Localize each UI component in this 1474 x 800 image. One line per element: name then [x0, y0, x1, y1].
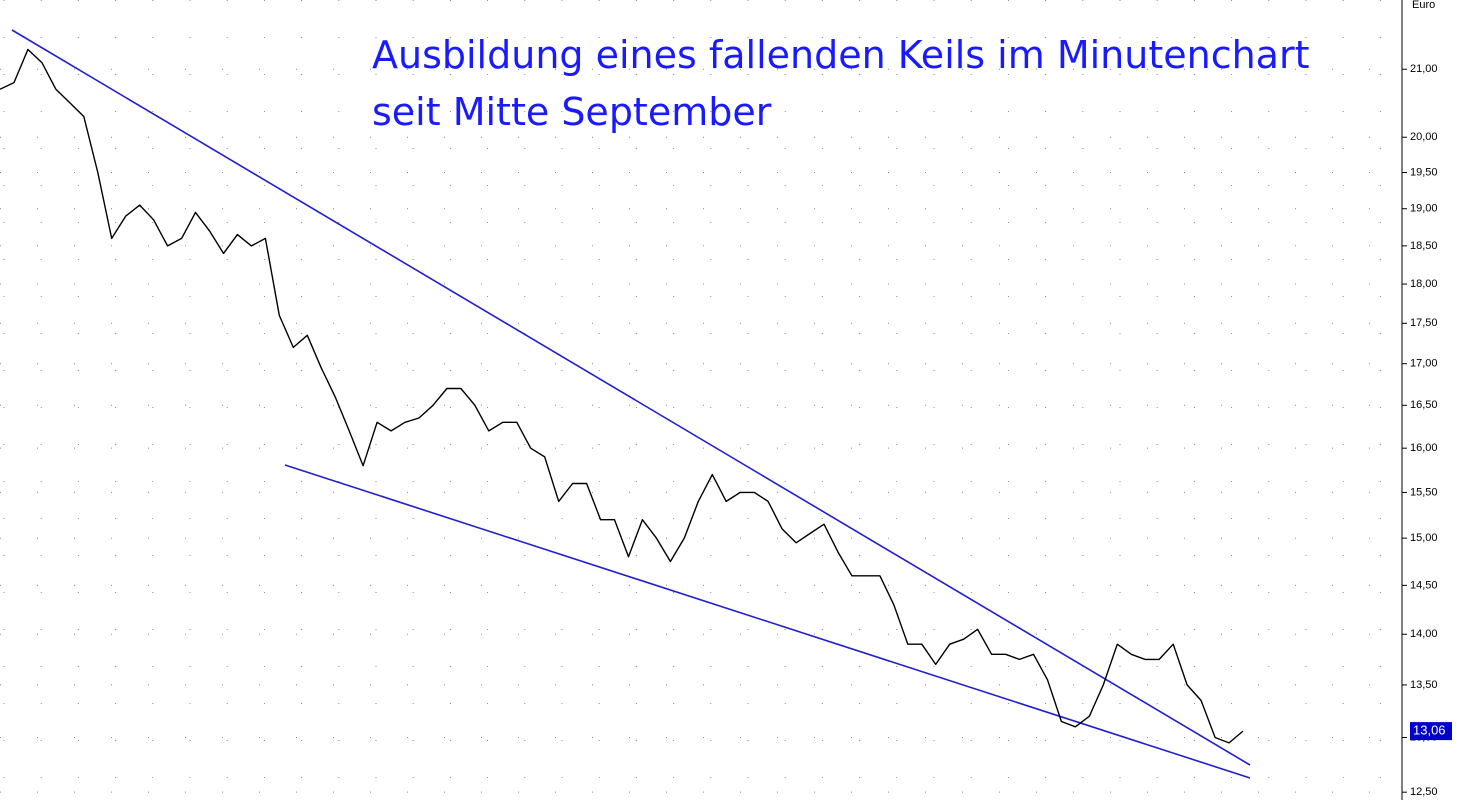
chart-title: Ausbildung eines fallenden Keils im Minu… — [372, 33, 1310, 77]
y-tick-label: 18,00 — [1410, 278, 1438, 290]
y-tick-label: 19,50 — [1410, 166, 1438, 178]
y-tick-label: 17,00 — [1410, 358, 1438, 370]
y-tick-label: 12,50 — [1410, 786, 1438, 798]
lower-trend-line — [284, 464, 1251, 779]
y-tick-label: 15,50 — [1410, 486, 1438, 498]
y-tick-label: 20,00 — [1410, 131, 1438, 143]
y-tick-label: 15,00 — [1410, 532, 1438, 544]
y-tick-label: 17,50 — [1410, 317, 1438, 329]
y-tick-label: 19,00 — [1410, 203, 1438, 215]
y-tick-label: 14,00 — [1410, 628, 1438, 640]
y-tick-label: 18,50 — [1410, 240, 1438, 252]
y-tick-label: 14,50 — [1410, 579, 1438, 591]
y-tick-label: 16,00 — [1410, 442, 1438, 454]
chart-title: seit Mitte September — [372, 90, 772, 134]
current-price-label: 13,06 — [1413, 723, 1446, 738]
y-axis-label: Euro — [1412, 0, 1435, 11]
price-line — [0, 48, 1244, 744]
upper-trend-line — [11, 29, 1251, 766]
grid — [0, 0, 1402, 800]
y-tick-label: 21,00 — [1410, 63, 1438, 75]
y-tick-label: 16,50 — [1410, 399, 1438, 411]
current-price-box — [1410, 722, 1452, 741]
y-tick-label: 13,50 — [1410, 679, 1438, 691]
